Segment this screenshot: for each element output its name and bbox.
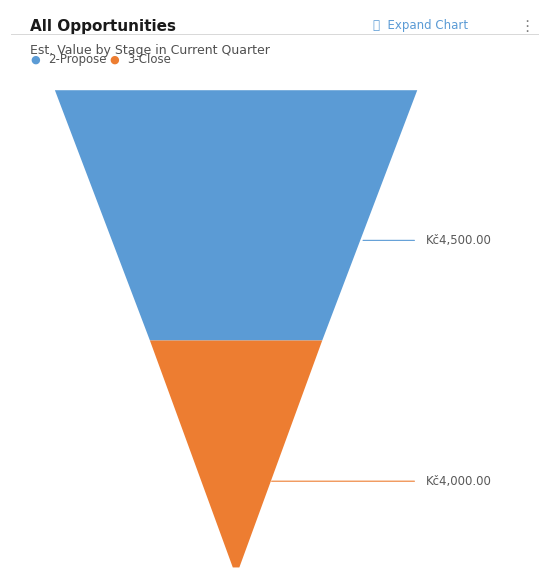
Text: ●: ● xyxy=(110,54,120,65)
Polygon shape xyxy=(55,90,417,340)
Text: 2-Propose: 2-Propose xyxy=(48,53,107,66)
Polygon shape xyxy=(150,340,322,567)
Text: All Opportunities: All Opportunities xyxy=(30,19,176,34)
Text: 3-Close: 3-Close xyxy=(127,53,171,66)
Text: Kč4,000.00: Kč4,000.00 xyxy=(425,475,491,488)
Text: ⋮: ⋮ xyxy=(519,19,534,34)
Text: ⬜  Expand Chart: ⬜ Expand Chart xyxy=(373,19,468,32)
Text: ●: ● xyxy=(30,54,40,65)
Text: Est. Value by Stage in Current Quarter: Est. Value by Stage in Current Quarter xyxy=(30,44,270,56)
Text: Kč4,500.00: Kč4,500.00 xyxy=(425,234,491,247)
